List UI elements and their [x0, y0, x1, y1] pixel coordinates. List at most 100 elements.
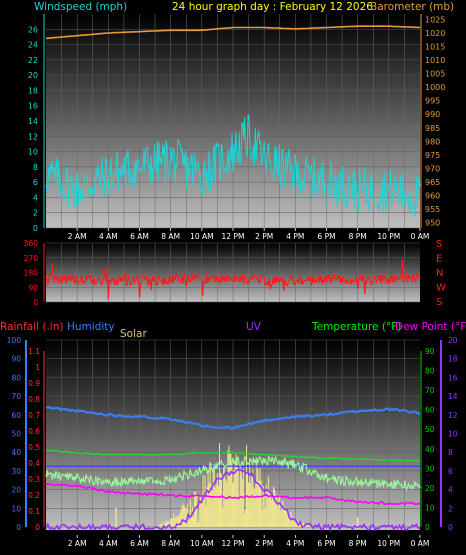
humidity-tick-label: 30 — [11, 467, 21, 476]
uv-legend: UV — [246, 321, 262, 333]
humidity-tick-label: 10 — [11, 504, 21, 513]
rainfall-tick-label: 1.1 — [28, 347, 40, 356]
humidity-series-line — [45, 405, 421, 431]
rainfall-tick-label: 0.2 — [28, 491, 40, 500]
barometer-tick-label: 970 — [425, 164, 440, 173]
time-tick-label: 0 AM — [411, 232, 430, 241]
humidity-tick-label: 50 — [11, 430, 21, 439]
uv-tick-label: 8 — [448, 448, 453, 457]
windspeed-tick-label: 20 — [28, 71, 38, 80]
time-tick-label: 8 PM — [349, 539, 367, 548]
uv-tick-label: 16 — [448, 373, 458, 382]
temperature-tick-label: 0 — [425, 523, 430, 532]
time-tick-label: 2 PM — [255, 539, 273, 548]
time-tick-label: 10 AM — [190, 539, 214, 548]
uv-tick-label: 12 — [448, 411, 458, 420]
time-tick-label: 8 AM — [161, 232, 180, 241]
time-tick-label: 2 AM — [68, 232, 87, 241]
barometer-tick-label: 980 — [425, 137, 440, 146]
rainfall-tick-label: 0.1 — [28, 507, 40, 516]
uv-tick-label: 4 — [448, 486, 453, 495]
windspeed-tick-label: 0 — [33, 224, 38, 233]
rainfall-tick-label: 0.4 — [28, 459, 40, 468]
humidity-tick-label: 40 — [11, 448, 21, 457]
barometer-tick-label: 1020 — [425, 29, 445, 38]
windspeed-tick-label: 24 — [28, 41, 38, 50]
barometer-axis: 950 955 960 965 970 975 980 985 990 995 1000 1005 10… — [420, 14, 445, 228]
compass-label: S — [436, 297, 442, 308]
time-tick-label: 6 AM — [130, 232, 149, 241]
solar-radiation-bars — [115, 443, 359, 527]
rainfall-tick-label: 0.7 — [28, 411, 40, 420]
barometer-tick-label: 960 — [425, 191, 440, 200]
time-tick-label: 10 PM — [377, 232, 400, 241]
direction-axis: 0 90 180 270 360 — [24, 239, 45, 307]
humidity-tick-label: 20 — [11, 486, 21, 495]
uv-tick-label: 18 — [448, 355, 458, 364]
humidity-tick-label: 70 — [11, 392, 21, 401]
windspeed-tick-label: 2 — [33, 209, 38, 218]
windspeed-tick-label: 22 — [28, 56, 38, 65]
barometer-series-line — [45, 25, 421, 40]
time-tick-label: 2 AM — [68, 539, 87, 548]
time-tick-label: 6 AM — [130, 539, 149, 548]
compass-label: S — [436, 239, 442, 250]
temperature-tick-label: 60 — [425, 406, 435, 415]
rainfall-tick-label: 0.6 — [28, 427, 40, 436]
barometer-tick-label: 1000 — [425, 83, 445, 92]
windspeed-tick-label: 8 — [33, 163, 38, 172]
chart-title: 24 hour graph day : February 12 2026 — [172, 1, 373, 13]
barometer-tick-label: 950 — [425, 219, 440, 228]
time-tick-label: 6 PM — [317, 232, 335, 241]
temperature-series-line — [45, 455, 421, 492]
direction-tick-label: 0 — [33, 298, 38, 307]
temperature-legend: Temperature (°F) — [311, 321, 401, 333]
windspeed-axis-label: Windspeed (mph) — [34, 1, 127, 13]
temperature-tick-label: 30 — [425, 464, 435, 473]
uv-tick-label: 2 — [448, 504, 453, 513]
time-tick-label: 2 PM — [255, 232, 273, 241]
temperature-tick-label: 10 — [425, 503, 435, 512]
barometer-tick-label: 955 — [425, 205, 440, 214]
windspeed-series-line — [45, 114, 421, 217]
rainfall-tick-label: 0.8 — [28, 395, 40, 404]
barometer-tick-label: 1005 — [425, 70, 445, 79]
direction-tick-label: 180 — [24, 269, 39, 278]
windspeed-tick-label: 18 — [28, 86, 38, 95]
uv-tick-label: 0 — [448, 523, 453, 532]
dewpoint-legend: Dew Point (°F) — [395, 321, 466, 333]
time-tick-label: 8 PM — [349, 232, 367, 241]
time-tick-label: 4 AM — [99, 232, 118, 241]
rainfall-legend: Rainfall (.in) — [0, 321, 63, 333]
temperature-tick-label: 50 — [425, 425, 435, 434]
conditions-panel-time-axis: 2 AM 4 AM 6 AM 8 AM 10 AM 12 PM 2 PM 4 PM 6 PM 8 … — [68, 535, 430, 548]
conditions-panel-axes: 010203040506070809010000.10.20.30.40.50.… — [7, 336, 458, 532]
time-tick-label: 12 PM — [222, 539, 245, 548]
direction-tick-label: 270 — [24, 254, 39, 263]
direction-tick-label: 360 — [24, 239, 39, 248]
time-tick-label: 0 AM — [411, 539, 430, 548]
barometer-tick-label: 1010 — [425, 56, 445, 65]
rainfall-tick-label: 1 — [35, 363, 40, 372]
barometer-tick-label: 975 — [425, 151, 440, 160]
uv-tick-label: 14 — [448, 392, 458, 401]
windspeed-tick-label: 12 — [28, 132, 38, 141]
uv-tick-label: 10 — [448, 430, 458, 439]
solar-legend: Solar — [120, 328, 147, 340]
time-tick-label: 8 AM — [161, 539, 180, 548]
time-tick-label: 12 PM — [222, 232, 245, 241]
uv-series-line — [45, 468, 421, 533]
rainfall-tick-label: 0.3 — [28, 475, 40, 484]
barometer-tick-label: 995 — [425, 97, 440, 106]
windspeed-tick-label: 4 — [33, 193, 38, 202]
windspeed-tick-label: 14 — [28, 117, 38, 126]
compass-label: N — [436, 268, 443, 279]
temperature-tick-label: 90 — [425, 347, 435, 356]
time-tick-label: 6 PM — [317, 539, 335, 548]
temperature-band-line — [45, 449, 421, 462]
temperature-tick-label: 20 — [425, 484, 435, 493]
barometer-tick-label: 990 — [425, 110, 440, 119]
wind-direction-series-line — [45, 258, 421, 300]
